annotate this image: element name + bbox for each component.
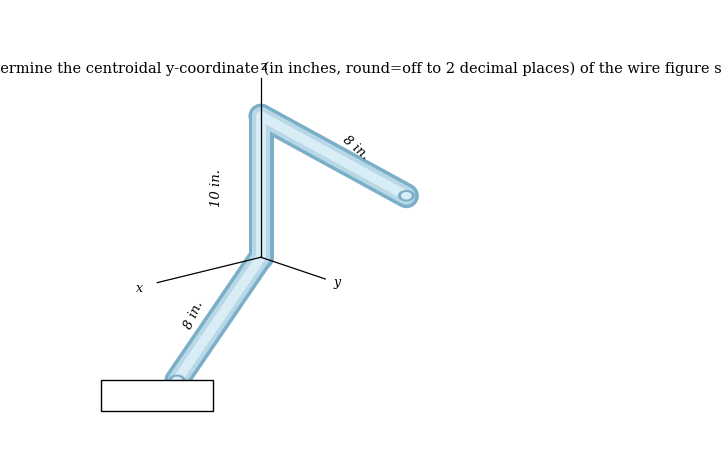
Circle shape xyxy=(399,191,414,201)
Text: Determine the centroidal y-coordinate (in inches, round=off to 2 decimal places): Determine the centroidal y-coordinate (i… xyxy=(0,62,722,76)
FancyBboxPatch shape xyxy=(101,380,214,411)
Text: x: x xyxy=(136,282,144,295)
Text: 8 in.: 8 in. xyxy=(341,133,372,162)
Circle shape xyxy=(401,193,411,199)
Text: 10 in.: 10 in. xyxy=(209,170,222,207)
Text: z: z xyxy=(261,60,267,73)
Circle shape xyxy=(173,377,182,384)
Circle shape xyxy=(169,375,185,385)
Text: 8 in.: 8 in. xyxy=(182,299,206,331)
Text: y: y xyxy=(334,276,341,289)
